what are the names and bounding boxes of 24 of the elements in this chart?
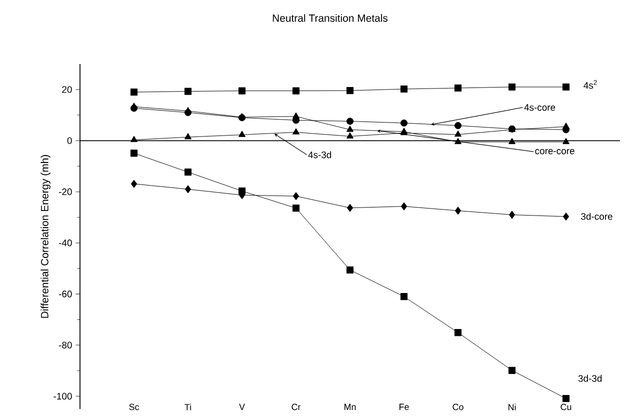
y-tick-label: -20 <box>58 188 72 196</box>
y-tick-label: 20 <box>62 86 72 93</box>
y-tick-label: -80 <box>58 342 72 348</box>
y-tick-label: -60 <box>58 290 72 298</box>
x-tick-label: Sc <box>129 404 139 410</box>
x-tick-label: Cr <box>292 404 301 410</box>
y-tick-label: -40 <box>58 240 72 246</box>
series-label: 4s-3d <box>308 151 332 158</box>
y-tick-label: -100 <box>54 392 72 400</box>
x-tick-label: Fe <box>400 404 409 410</box>
x-tick-label: V <box>239 404 245 410</box>
chart-title: Neutral Transition Metals <box>272 14 388 22</box>
series-label: 4s-core <box>524 104 556 111</box>
x-tick-label: Ti <box>184 404 191 410</box>
y-axis-title: Differential Correlation Energy (mh) <box>40 155 50 318</box>
series-label: 3d-core <box>581 212 612 220</box>
x-tick-label: Mn <box>344 404 356 410</box>
x-tick-label: Cu <box>560 404 572 410</box>
series-label: 3d-3d <box>578 374 602 382</box>
x-tick-label: Co <box>452 404 464 410</box>
x-tick-label: Ni <box>508 404 516 410</box>
series-label: core-core <box>535 149 574 154</box>
series-label: 4s$^{2}$ <box>584 80 597 89</box>
y-tick-label: 0 <box>67 137 72 144</box>
